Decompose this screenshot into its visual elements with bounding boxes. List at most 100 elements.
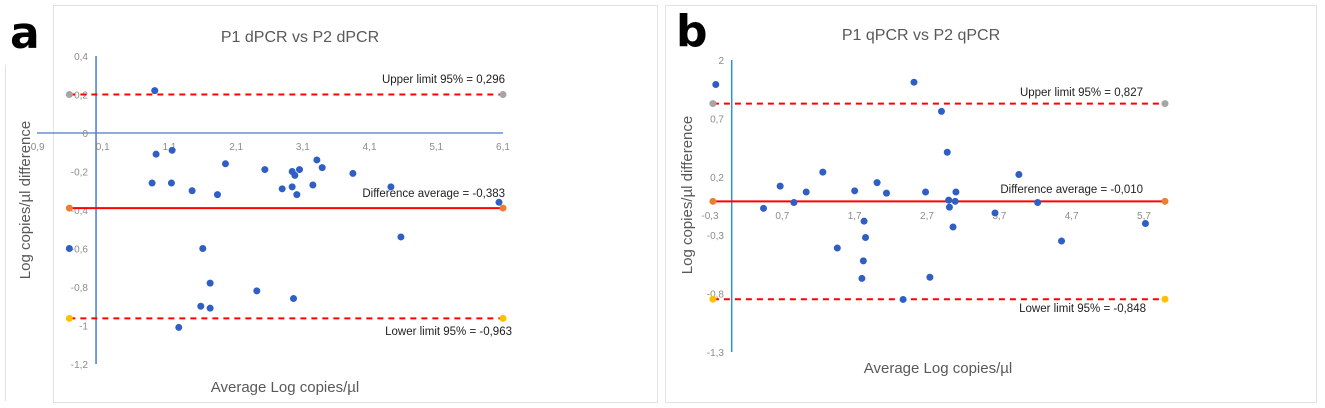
x-tick-label: 6,1 (496, 142, 510, 153)
upper-endpoint-marker (499, 91, 507, 98)
x-tick-label: 5,7 (1137, 211, 1151, 222)
data-point (397, 233, 405, 241)
y-tick-label: -0,3 (707, 231, 725, 242)
data-point (858, 274, 866, 282)
y-tick-label: -1,3 (707, 348, 725, 359)
y-axis-label: Log copies/µl difference (17, 121, 34, 279)
y-tick-label: 2 (718, 56, 724, 67)
data-point (495, 198, 503, 206)
data-point (65, 245, 73, 252)
x-tick-label: 1,7 (848, 211, 862, 222)
x-tick-label: -0,9 (27, 142, 45, 153)
data-point (943, 148, 951, 156)
y-tick-label: -0,2 (71, 168, 89, 179)
data-point (945, 196, 953, 204)
x-tick-label: 0,1 (96, 142, 110, 153)
data-point (951, 197, 959, 205)
x-tick-label: 2,1 (229, 142, 243, 153)
x-tick-label: 3,1 (296, 142, 310, 153)
data-point (926, 273, 934, 281)
data-point (175, 323, 183, 331)
y-tick-label: -0,8 (71, 283, 89, 294)
y-tick-label: 0,2 (710, 173, 724, 184)
lower-label: Lower limit 95% = -0,848 (1019, 303, 1146, 315)
chart-panel-b: P1 qPCR vs P2 qPCR Average Log copies/µl L… (662, 0, 1322, 408)
x-tick-label: 1,1 (162, 142, 176, 153)
data-point (859, 257, 867, 265)
data-point (199, 245, 207, 252)
data-point (151, 87, 159, 95)
data-point (712, 81, 720, 89)
y-tick-label: -0,8 (707, 290, 725, 301)
x-tick-label: -0,3 (701, 211, 719, 222)
data-point (168, 146, 176, 154)
y-tick-label: 0,7 (710, 114, 724, 125)
x-tick-label: 4,1 (363, 142, 377, 153)
y-tick-label: 0,2 (74, 91, 88, 102)
upper-label: Upper limit 95% = 0,827 (1020, 87, 1143, 99)
data-point (899, 295, 907, 303)
lower-endpoint-marker (499, 314, 507, 322)
chart-title: P1 qPCR vs P2 qPCR (842, 27, 1000, 44)
data-point (167, 179, 175, 187)
data-point (148, 179, 156, 187)
data-point (296, 166, 304, 174)
data-point (949, 223, 957, 231)
data-point (291, 171, 299, 179)
data-point (309, 181, 317, 189)
data-point (213, 191, 221, 199)
y-tick-label: -0,6 (71, 245, 89, 256)
data-point (253, 287, 261, 295)
data-point (910, 78, 918, 86)
data-point (387, 183, 395, 191)
data-point (1058, 237, 1066, 245)
data-point (290, 295, 298, 303)
data-point (862, 234, 870, 242)
data-point (293, 191, 301, 199)
average-label: Difference average = -0,383 (362, 188, 505, 200)
average-endpoint-marker (1161, 197, 1169, 205)
x-axis-label: Average Log copies/µl (864, 360, 1012, 377)
y-tick-label: 0 (82, 129, 88, 140)
data-point (922, 188, 930, 196)
data-point (1034, 198, 1042, 206)
data-point (819, 168, 827, 176)
data-point (313, 156, 321, 164)
chart-frame (53, 5, 658, 403)
data-point (882, 189, 890, 197)
data-point (833, 244, 841, 252)
data-point (937, 107, 945, 115)
x-tick-label: 2,7 (920, 211, 934, 222)
x-tick-label: 4,7 (1065, 211, 1079, 222)
data-point (197, 302, 205, 310)
data-point (1141, 220, 1149, 228)
chart-frame (5, 65, 7, 401)
y-axis-label: Log copies/µl difference (679, 116, 696, 274)
data-point (288, 183, 296, 191)
chart-frame (665, 5, 1317, 403)
data-point (991, 209, 999, 217)
data-point (1015, 170, 1023, 178)
chart-a-svg: P1 dPCR vs P2 dPCR Average Log copies/µl L… (17, 29, 512, 396)
data-point (851, 187, 859, 195)
upper-endpoint-marker (709, 100, 717, 108)
panel-letter: b (676, 6, 708, 57)
data-point (952, 188, 960, 196)
data-point (152, 150, 160, 158)
chart-title: P1 dPCR vs P2 dPCR (221, 29, 379, 46)
data-point (873, 179, 881, 187)
lower-label: Lower limit 95% = -0,963 (385, 326, 512, 338)
y-tick-label: -1,2 (71, 360, 89, 371)
data-point (760, 204, 768, 212)
data-point (206, 304, 214, 312)
upper-endpoint-marker (65, 91, 73, 98)
x-tick-label: 5,1 (429, 142, 443, 153)
lower-endpoint-marker (1161, 295, 1169, 303)
average-endpoint-marker (499, 204, 507, 212)
y-tick-label: -0,4 (71, 206, 89, 217)
average-endpoint-marker (709, 197, 717, 205)
data-point (188, 187, 196, 195)
lower-endpoint-marker (65, 314, 73, 322)
panel-letter: a (10, 8, 40, 59)
data-point (945, 203, 953, 211)
